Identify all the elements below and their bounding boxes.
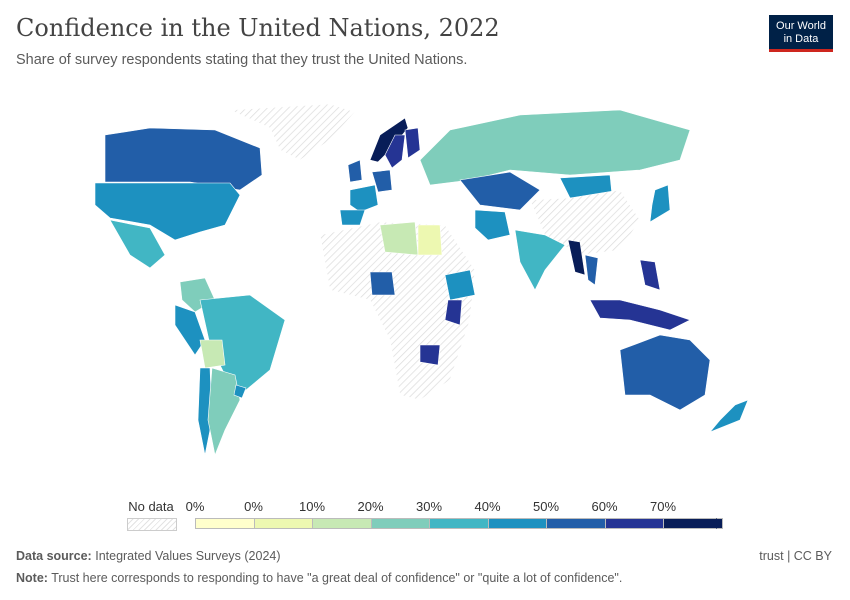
legend-arrow-icon bbox=[716, 518, 722, 529]
region-russia[interactable] bbox=[419, 109, 691, 186]
legend-bin-2[interactable] bbox=[312, 518, 372, 529]
legend: No data 0% 0% 10% 20% 30% 40% 50% 60% 70% bbox=[0, 497, 850, 537]
region-argentina[interactable] bbox=[207, 367, 241, 457]
legend-no-data-swatch[interactable] bbox=[127, 518, 177, 531]
note: Note: Trust here corresponds to respondi… bbox=[16, 571, 622, 585]
legend-tick: 70% bbox=[649, 499, 677, 514]
region-ethiopia[interactable] bbox=[444, 269, 476, 301]
legend-bin-5[interactable] bbox=[487, 518, 547, 529]
source-label: Data source: bbox=[16, 549, 92, 563]
data-source: Data source: Integrated Values Surveys (… bbox=[16, 549, 281, 563]
region-japan[interactable] bbox=[649, 184, 671, 223]
owid-logo[interactable]: Our World in Data bbox=[769, 15, 833, 52]
legend-tick: 30% bbox=[415, 499, 443, 514]
legend-tick: 0% bbox=[244, 499, 263, 514]
region-myanmar[interactable] bbox=[567, 239, 586, 276]
region-indonesia[interactable] bbox=[589, 299, 691, 331]
logo-line-1: Our World bbox=[776, 20, 826, 32]
region-bolivia[interactable] bbox=[199, 339, 226, 369]
region-finland[interactable] bbox=[404, 127, 421, 159]
note-text: Trust here corresponds to responding to … bbox=[51, 571, 623, 585]
source-link[interactable]: Integrated Values Surveys (2024) bbox=[95, 549, 281, 563]
legend-bin-7[interactable] bbox=[604, 518, 664, 529]
legend-bin-0[interactable] bbox=[195, 518, 255, 529]
legend-tick: 20% bbox=[357, 499, 384, 514]
legend-bin-8[interactable] bbox=[663, 518, 723, 529]
world-map[interactable] bbox=[0, 95, 850, 495]
legend-tick: 50% bbox=[532, 499, 560, 514]
region-kenya[interactable] bbox=[444, 299, 463, 326]
region-uruguay[interactable] bbox=[233, 384, 247, 399]
region-norway[interactable] bbox=[369, 117, 409, 163]
region-zimbabwe[interactable] bbox=[419, 344, 441, 366]
region-chile[interactable] bbox=[197, 367, 213, 456]
chart-subtitle: Share of survey respondents stating that… bbox=[16, 52, 468, 68]
note-label: Note: bbox=[16, 571, 48, 585]
region-nigeria[interactable] bbox=[369, 271, 396, 296]
region-canada[interactable] bbox=[104, 127, 263, 191]
logo-line-2: in Data bbox=[783, 33, 819, 45]
region-libya[interactable] bbox=[379, 221, 419, 256]
legend-tick: 60% bbox=[591, 499, 618, 514]
region-united-kingdom[interactable] bbox=[347, 159, 363, 183]
region-india[interactable] bbox=[514, 229, 566, 291]
region-spain[interactable] bbox=[339, 209, 366, 226]
legend-tick: 10% bbox=[298, 499, 326, 514]
legend-tick: 40% bbox=[474, 499, 501, 514]
region-france[interactable] bbox=[349, 184, 379, 213]
legend-bin-1[interactable] bbox=[253, 518, 313, 529]
legend-no-data-label: No data bbox=[128, 499, 174, 514]
region-germany[interactable] bbox=[371, 169, 393, 193]
region-philippines[interactable] bbox=[639, 259, 661, 291]
region-new-zealand[interactable] bbox=[709, 399, 749, 433]
region-egypt[interactable] bbox=[417, 224, 443, 256]
region-greenland[interactable] bbox=[229, 103, 356, 161]
region-peru[interactable] bbox=[174, 304, 206, 356]
legend-bin-4[interactable] bbox=[429, 518, 489, 529]
region-mexico[interactable] bbox=[109, 219, 166, 269]
region-united-states[interactable] bbox=[94, 182, 241, 241]
chart-title: Confidence in the United Nations, 2022 bbox=[16, 14, 500, 42]
region-australia[interactable] bbox=[619, 334, 711, 411]
license[interactable]: trust | CC BY bbox=[759, 549, 832, 563]
legend-bin-6[interactable] bbox=[546, 518, 606, 529]
legend-tick: 0% bbox=[185, 499, 205, 514]
legend-bin-3[interactable] bbox=[370, 518, 430, 529]
region-iran[interactable] bbox=[474, 209, 511, 241]
region-sweden[interactable] bbox=[384, 134, 406, 169]
region-thailand[interactable] bbox=[584, 254, 599, 286]
